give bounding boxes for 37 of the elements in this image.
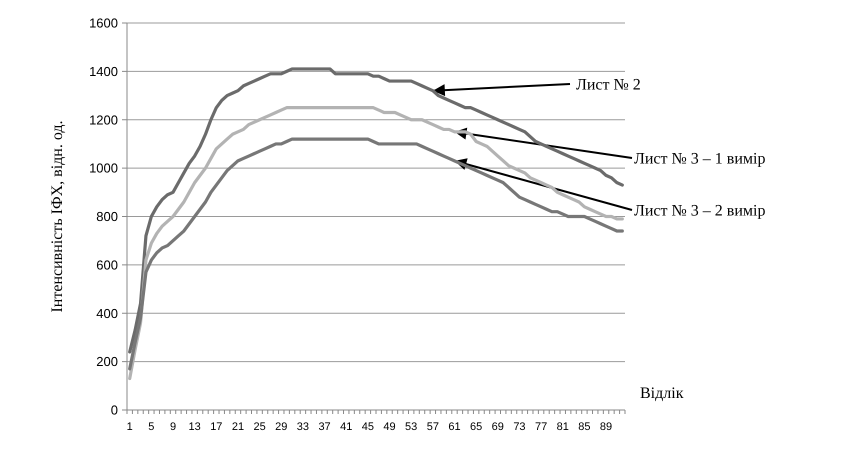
x-tick-label: 37 bbox=[318, 421, 331, 433]
x-tick-label: 81 bbox=[556, 421, 569, 433]
x-tick-label: 41 bbox=[340, 421, 352, 433]
x-tick-label: 17 bbox=[210, 421, 222, 433]
x-tick-label: 13 bbox=[188, 421, 201, 433]
x-tick-label: 65 bbox=[470, 421, 482, 433]
x-tick-label: 25 bbox=[253, 421, 266, 433]
x-tick-label: 89 bbox=[600, 421, 612, 433]
y-tick-label: 1000 bbox=[89, 160, 118, 176]
x-tick-label: 85 bbox=[578, 421, 591, 433]
x-tick-label: 29 bbox=[275, 421, 288, 433]
y-axis-title: Інтенсивність ІФХ, відн. од. bbox=[49, 120, 66, 313]
y-tick-label: 1600 bbox=[89, 16, 118, 31]
y-tick-label: 800 bbox=[96, 209, 118, 224]
annotation: Лист № 3 – 2 вимір bbox=[634, 202, 766, 220]
x-tick-label: 1 bbox=[126, 421, 133, 433]
y-tick-label: 1400 bbox=[89, 64, 118, 79]
y-tick-label: 1200 bbox=[89, 112, 118, 128]
y-tick-label: 200 bbox=[96, 354, 118, 370]
y-tick-label: 0 bbox=[110, 402, 118, 418]
y-tick-label: 600 bbox=[96, 257, 118, 272]
x-tick-label: 69 bbox=[492, 421, 504, 433]
x-tick-label: 21 bbox=[232, 421, 244, 433]
x-tick-label: 73 bbox=[513, 421, 526, 433]
x-tick-label: 61 bbox=[448, 421, 461, 433]
y-tick-label: 400 bbox=[96, 306, 118, 321]
x-tick-label: 9 bbox=[170, 421, 176, 433]
annotation: Лист № 3 – 1 вимір bbox=[634, 150, 766, 168]
x-tick-label: 77 bbox=[534, 421, 548, 433]
annotation: Лист № 2 bbox=[576, 76, 641, 94]
x-tick-label: 49 bbox=[383, 421, 396, 433]
x-tick-label: 57 bbox=[426, 421, 439, 433]
x-tick-label: 33 bbox=[296, 421, 310, 433]
x-tick-label: 5 bbox=[148, 421, 154, 433]
x-axis-title: Відлік bbox=[640, 385, 684, 402]
x-tick-label: 45 bbox=[362, 421, 374, 433]
x-tick-label: 53 bbox=[405, 421, 418, 433]
